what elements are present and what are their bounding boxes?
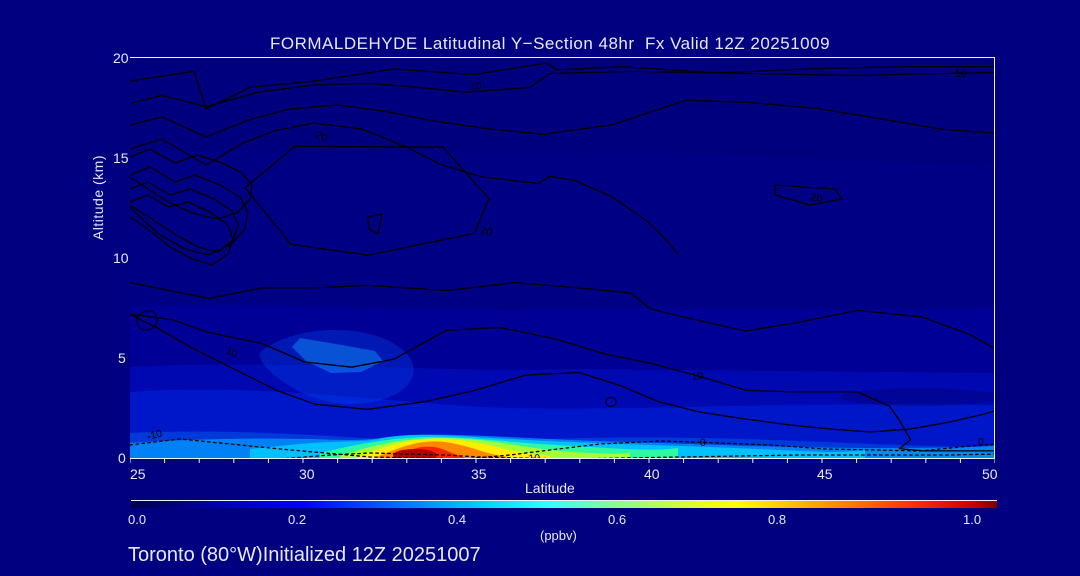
svg-text:0: 0 <box>978 436 984 448</box>
svg-text:10: 10 <box>470 80 482 93</box>
svg-text:10: 10 <box>955 67 967 80</box>
svg-text:0: 0 <box>700 437 706 449</box>
svg-text:10: 10 <box>691 369 704 383</box>
